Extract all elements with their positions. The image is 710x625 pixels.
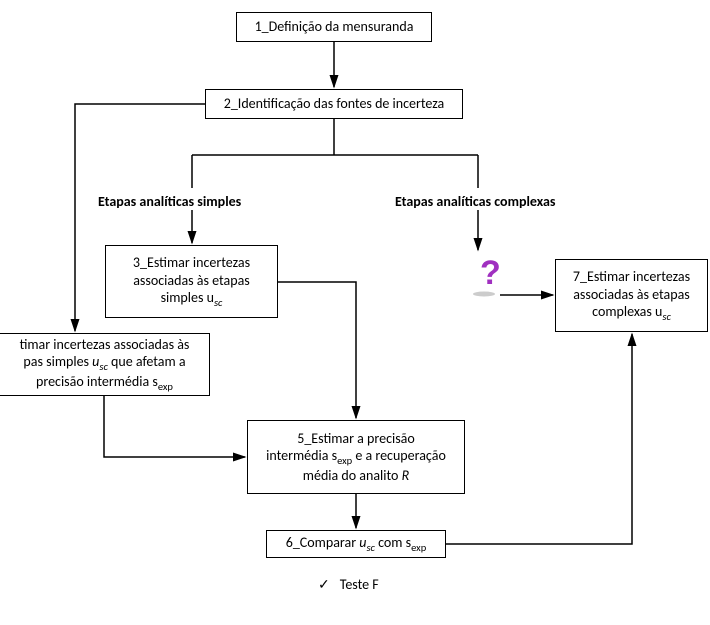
box-4-l2: pas simples usc que afetam a (23, 353, 185, 373)
question-mark-icon: ? (466, 250, 502, 302)
box-7-l1: 7_Estimar incertezas (573, 268, 690, 286)
box-3-l1: 3_Estimar incertezas (133, 254, 250, 272)
box-4-l1: timar incertezas associadas às (20, 336, 190, 354)
box-7: 7_Estimar incertezas associadas às etapa… (555, 259, 708, 332)
check-icon: ✓ (318, 576, 330, 593)
label-simples: Etapas analíticas simples (98, 193, 241, 210)
box-3-l2: associadas às etapas (133, 272, 250, 290)
box-1: 1_Definição da mensuranda (236, 12, 432, 42)
box-3: 3_Estimar incertezas associadas às etapa… (105, 245, 278, 318)
teste-f-label: ✓Teste F (318, 576, 379, 593)
box-5-l2: intermédia sexp e a recuperação (266, 447, 446, 467)
box-7-l2: associadas às etapas (573, 286, 690, 304)
box-5-l3: média do analito R (303, 467, 409, 485)
box-4: timar incertezas associadas às pas simpl… (0, 333, 210, 396)
box-2-text: 2_Identificação das fontes de incerteza (224, 95, 445, 113)
box-1-text: 1_Definição da mensuranda (255, 18, 414, 36)
label-complexas: Etapas analíticas complexas (395, 193, 555, 210)
box-6-text: 6_Comparar usc com sexp (286, 534, 427, 554)
box-4-l3: precisão intermédia sexp (36, 373, 173, 393)
box-6: 6_Comparar usc com sexp (266, 530, 446, 558)
box-3-l3: simples usc (161, 289, 223, 309)
box-5: 5_Estimar a precisão intermédia sexp e a… (247, 420, 465, 494)
diagram-stage: 1_Definição da mensuranda 2_Identificaçã… (0, 0, 710, 625)
svg-text:?: ? (480, 254, 501, 292)
box-5-l1: 5_Estimar a precisão (297, 430, 415, 448)
box-7-l3: complexas usc (592, 303, 671, 323)
box-2: 2_Identificação das fontes de incerteza (205, 89, 463, 119)
